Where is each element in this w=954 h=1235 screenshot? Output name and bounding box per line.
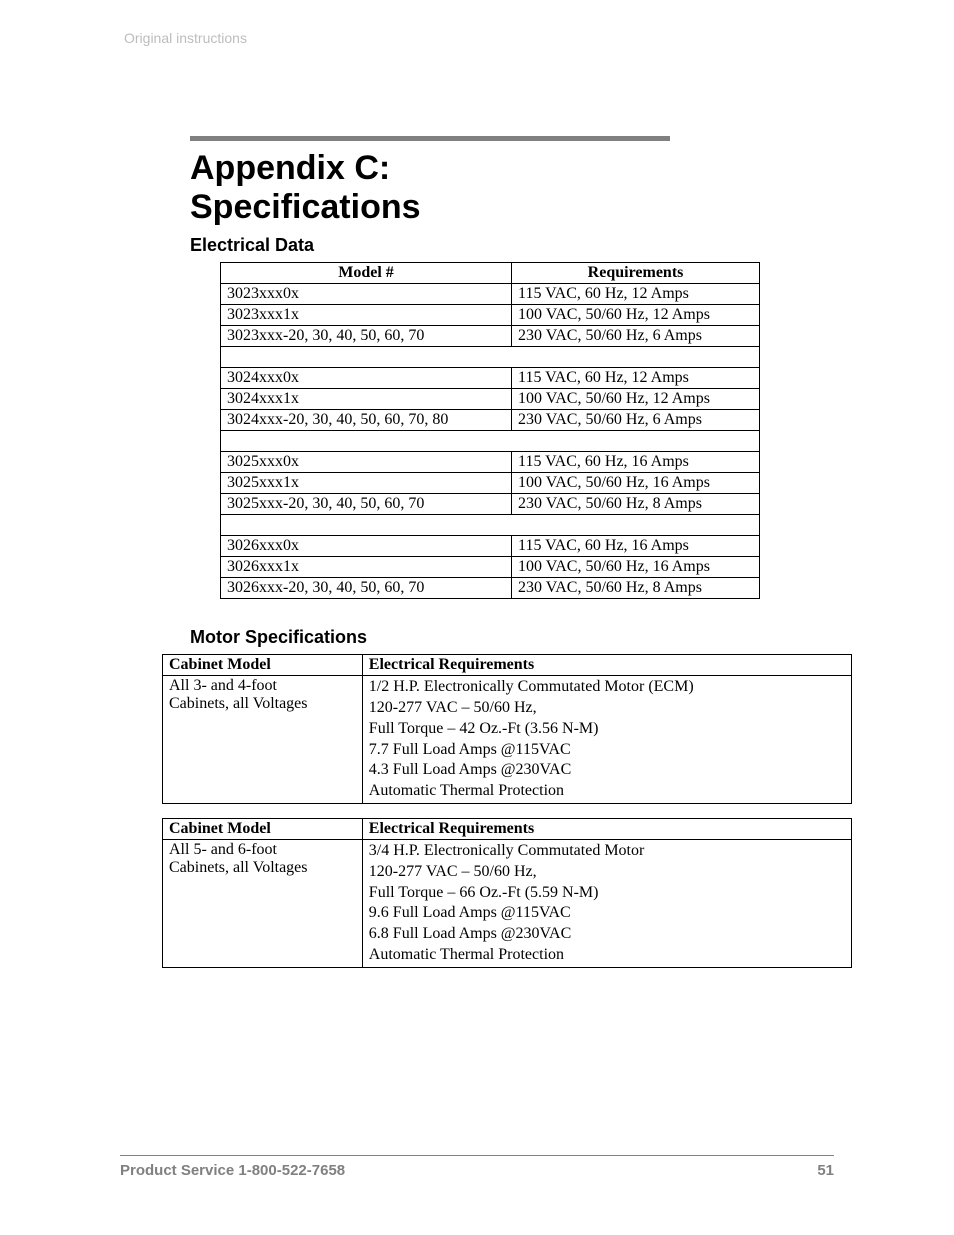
cell-requirement: 230 VAC, 50/60 Hz, 6 Amps: [512, 410, 760, 431]
page-title: Appendix C: Specifications: [190, 149, 834, 227]
footer-service: Product Service 1-800-522-7658: [120, 1162, 345, 1179]
table-row: 3024xxx0x115 VAC, 60 Hz, 12 Amps: [221, 368, 760, 389]
cell-model: 3023xxx-20, 30, 40, 50, 60, 70: [221, 326, 512, 347]
empty-row: [221, 431, 760, 452]
motor-heading: Motor Specifications: [190, 627, 834, 648]
cell-model: 3026xxx1x: [221, 557, 512, 578]
table-row: All 5- and 6-footCabinets, all Voltages3…: [163, 839, 852, 967]
empty-row: [221, 515, 760, 536]
cell-model: 3025xxx-20, 30, 40, 50, 60, 70: [221, 494, 512, 515]
table-row: 3025xxx1x100 VAC, 50/60 Hz, 16 Amps: [221, 473, 760, 494]
cell-requirement: 230 VAC, 50/60 Hz, 8 Amps: [512, 494, 760, 515]
cell-requirement: 100 VAC, 50/60 Hz, 12 Amps: [512, 389, 760, 410]
cell-requirement: 230 VAC, 50/60 Hz, 8 Amps: [512, 578, 760, 599]
cell-requirement: 230 VAC, 50/60 Hz, 6 Amps: [512, 326, 760, 347]
electrical-heading: Electrical Data: [190, 235, 834, 256]
cell-model: 3023xxx0x: [221, 284, 512, 305]
table-header-row: Model # Requirements: [221, 263, 760, 284]
cell-requirement: 100 VAC, 50/60 Hz, 12 Amps: [512, 305, 760, 326]
cell-model: 3024xxx0x: [221, 368, 512, 389]
col-cabinet-model: Cabinet Model: [163, 818, 363, 839]
cell-requirement: 115 VAC, 60 Hz, 16 Amps: [512, 452, 760, 473]
motor-table: Cabinet ModelElectrical RequirementsAll …: [162, 818, 852, 968]
cell-model: 3026xxx0x: [221, 536, 512, 557]
table-row: 3026xxx0x115 VAC, 60 Hz, 16 Amps: [221, 536, 760, 557]
table-row: 3025xxx0x115 VAC, 60 Hz, 16 Amps: [221, 452, 760, 473]
cell-requirement: 115 VAC, 60 Hz, 16 Amps: [512, 536, 760, 557]
table-row: 3023xxx-20, 30, 40, 50, 60, 70230 VAC, 5…: [221, 326, 760, 347]
footer-page-number: 51: [817, 1162, 834, 1179]
table-row: 3026xxx1x100 VAC, 50/60 Hz, 16 Amps: [221, 557, 760, 578]
cell-requirement: 115 VAC, 60 Hz, 12 Amps: [512, 368, 760, 389]
motor-table: Cabinet ModelElectrical RequirementsAll …: [162, 654, 852, 804]
table-header-row: Cabinet ModelElectrical Requirements: [163, 655, 852, 676]
col-requirements: Requirements: [512, 263, 760, 284]
table-row: 3026xxx-20, 30, 40, 50, 60, 70230 VAC, 5…: [221, 578, 760, 599]
col-cabinet-model: Cabinet Model: [163, 655, 363, 676]
table-row: 3023xxx0x115 VAC, 60 Hz, 12 Amps: [221, 284, 760, 305]
cell-electrical-requirements: 3/4 H.P. Electronically Commutated Motor…: [362, 839, 851, 967]
cell-electrical-requirements: 1/2 H.P. Electronically Commutated Motor…: [362, 676, 851, 804]
cell-model: 3025xxx0x: [221, 452, 512, 473]
table-row: 3023xxx1x100 VAC, 50/60 Hz, 12 Amps: [221, 305, 760, 326]
cell-requirement: 100 VAC, 50/60 Hz, 16 Amps: [512, 557, 760, 578]
col-electrical-requirements: Electrical Requirements: [362, 818, 851, 839]
cell-model: 3023xxx1x: [221, 305, 512, 326]
cell-cabinet-model: All 3- and 4-footCabinets, all Voltages: [163, 676, 363, 804]
cell-cabinet-model: All 5- and 6-footCabinets, all Voltages: [163, 839, 363, 967]
table-row: [221, 431, 760, 452]
cell-model: 3024xxx1x: [221, 389, 512, 410]
title-rule: [190, 136, 670, 141]
page-header: Original instructions: [124, 30, 834, 46]
table-row: [221, 347, 760, 368]
empty-row: [221, 347, 760, 368]
cell-model: 3025xxx1x: [221, 473, 512, 494]
table-row: 3024xxx-20, 30, 40, 50, 60, 70, 80230 VA…: [221, 410, 760, 431]
table-header-row: Cabinet ModelElectrical Requirements: [163, 818, 852, 839]
table-row: [221, 515, 760, 536]
title-line-2: Specifications: [190, 188, 421, 226]
table-row: 3024xxx1x100 VAC, 50/60 Hz, 12 Amps: [221, 389, 760, 410]
title-line-1: Appendix C:: [190, 149, 390, 187]
col-electrical-requirements: Electrical Requirements: [362, 655, 851, 676]
page-footer: Product Service 1-800-522-7658 51: [120, 1155, 834, 1180]
table-row: All 3- and 4-footCabinets, all Voltages1…: [163, 676, 852, 804]
footer-rule: [120, 1155, 834, 1157]
cell-requirement: 100 VAC, 50/60 Hz, 16 Amps: [512, 473, 760, 494]
electrical-table: Model # Requirements 3023xxx0x115 VAC, 6…: [220, 262, 760, 599]
table-row: 3025xxx-20, 30, 40, 50, 60, 70230 VAC, 5…: [221, 494, 760, 515]
col-model: Model #: [221, 263, 512, 284]
cell-model: 3026xxx-20, 30, 40, 50, 60, 70: [221, 578, 512, 599]
cell-model: 3024xxx-20, 30, 40, 50, 60, 70, 80: [221, 410, 512, 431]
cell-requirement: 115 VAC, 60 Hz, 12 Amps: [512, 284, 760, 305]
table-gap: [120, 804, 834, 818]
